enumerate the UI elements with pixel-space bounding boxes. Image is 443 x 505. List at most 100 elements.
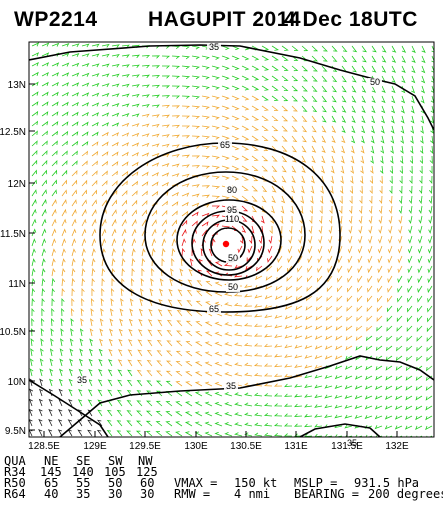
wind-barb	[201, 105, 210, 110]
wind-barb	[369, 185, 373, 195]
wind-barb	[141, 190, 148, 197]
lon-tick-label: 129.5E	[129, 441, 161, 452]
wind-barb	[155, 400, 163, 407]
wind-barb	[191, 105, 201, 110]
wind-barb	[101, 122, 110, 127]
wind-barb	[417, 305, 423, 313]
wind-barb	[374, 395, 383, 400]
wind-barb	[71, 92, 80, 97]
wind-barb	[71, 121, 79, 127]
wind-barb	[151, 123, 160, 128]
wind-barb	[329, 206, 333, 215]
wind-barb	[234, 264, 243, 269]
wind-barb	[291, 95, 299, 102]
wind-barb	[334, 375, 343, 380]
wind-barb	[397, 295, 403, 303]
wind-barb	[400, 145, 404, 154]
wind-barb	[347, 265, 353, 274]
wind-barb	[136, 400, 143, 407]
wind-barb	[348, 225, 353, 234]
wind-barb	[101, 53, 110, 58]
wind-barb	[185, 381, 193, 387]
wind-barb	[263, 343, 273, 347]
wind-barb	[397, 245, 403, 254]
wind-barb	[81, 160, 88, 167]
wind-barb	[180, 258, 185, 267]
cell-se: 35	[76, 487, 91, 501]
wind-barb	[201, 145, 211, 150]
wind-barb	[358, 235, 363, 244]
wind-barb	[67, 429, 73, 437]
wind-barb	[405, 385, 413, 391]
wind-barb	[344, 404, 353, 409]
wind-barb	[41, 308, 45, 317]
wind-barb	[147, 319, 153, 327]
wind-barb	[231, 135, 240, 141]
wind-barb	[90, 298, 95, 307]
wind-barb	[234, 312, 243, 317]
wind-barb	[301, 45, 309, 52]
wind-barb	[345, 345, 353, 351]
wind-barb	[101, 160, 109, 167]
wind-barb	[254, 422, 263, 427]
wind-barb	[253, 372, 263, 377]
wind-barb	[214, 411, 223, 417]
wind-barb	[241, 215, 248, 222]
wind-barb	[366, 305, 373, 313]
wind-barb	[60, 318, 65, 327]
wind-barb	[211, 115, 220, 120]
wind-barb	[41, 318, 45, 327]
wind-barb	[251, 95, 260, 101]
wind-barb	[98, 348, 103, 357]
wind-barb	[91, 102, 100, 107]
wind-barb	[284, 315, 293, 320]
wind-barb	[41, 208, 47, 217]
wind-barb	[211, 135, 220, 140]
wind-barb	[331, 45, 338, 52]
wind-barb	[390, 155, 394, 164]
wind-barb	[221, 105, 230, 110]
map-frame	[28, 41, 435, 438]
wind-barb	[108, 338, 113, 347]
wind-barb	[234, 332, 243, 337]
wind-barb	[234, 372, 243, 377]
wind-barb	[331, 155, 336, 164]
wind-barb	[31, 71, 39, 77]
wind-barb	[304, 374, 313, 379]
wind-barb	[111, 180, 118, 187]
wind-barb	[350, 145, 355, 154]
wind-barb	[409, 165, 413, 175]
wind-barb	[121, 180, 128, 187]
wind-barb	[111, 189, 118, 197]
wind-barb	[429, 145, 434, 155]
wind-barb	[378, 205, 383, 215]
mslp-label: MSLP =	[294, 476, 338, 490]
wind-barb	[51, 42, 60, 47]
wind-barb	[59, 348, 64, 357]
wind-barb	[171, 55, 181, 60]
wind-barb	[273, 373, 283, 377]
wind-barb	[171, 248, 176, 257]
wind-barb	[321, 115, 327, 123]
contour-35-lower	[59, 355, 434, 437]
wind-barb	[181, 65, 191, 70]
wind-barb	[311, 145, 317, 153]
wind-barb	[416, 345, 423, 352]
wind-barb	[431, 75, 434, 83]
wind-barb	[201, 185, 211, 189]
lat-tick-label: 12N	[8, 179, 26, 190]
wind-barb	[81, 268, 86, 277]
wind-barb	[301, 115, 308, 122]
wind-barb	[364, 385, 373, 390]
bearing-value: 200 degrees	[368, 487, 443, 501]
wind-barb	[81, 72, 90, 77]
wind-barb	[221, 125, 230, 130]
wind-barb	[276, 265, 283, 273]
wind-barb	[291, 175, 296, 184]
wind-barb	[38, 398, 43, 407]
wind-barb	[233, 302, 243, 307]
wind-barb	[410, 135, 414, 144]
wind-barb	[155, 380, 163, 387]
wind-barb	[360, 145, 365, 154]
wind-barb	[191, 115, 201, 120]
